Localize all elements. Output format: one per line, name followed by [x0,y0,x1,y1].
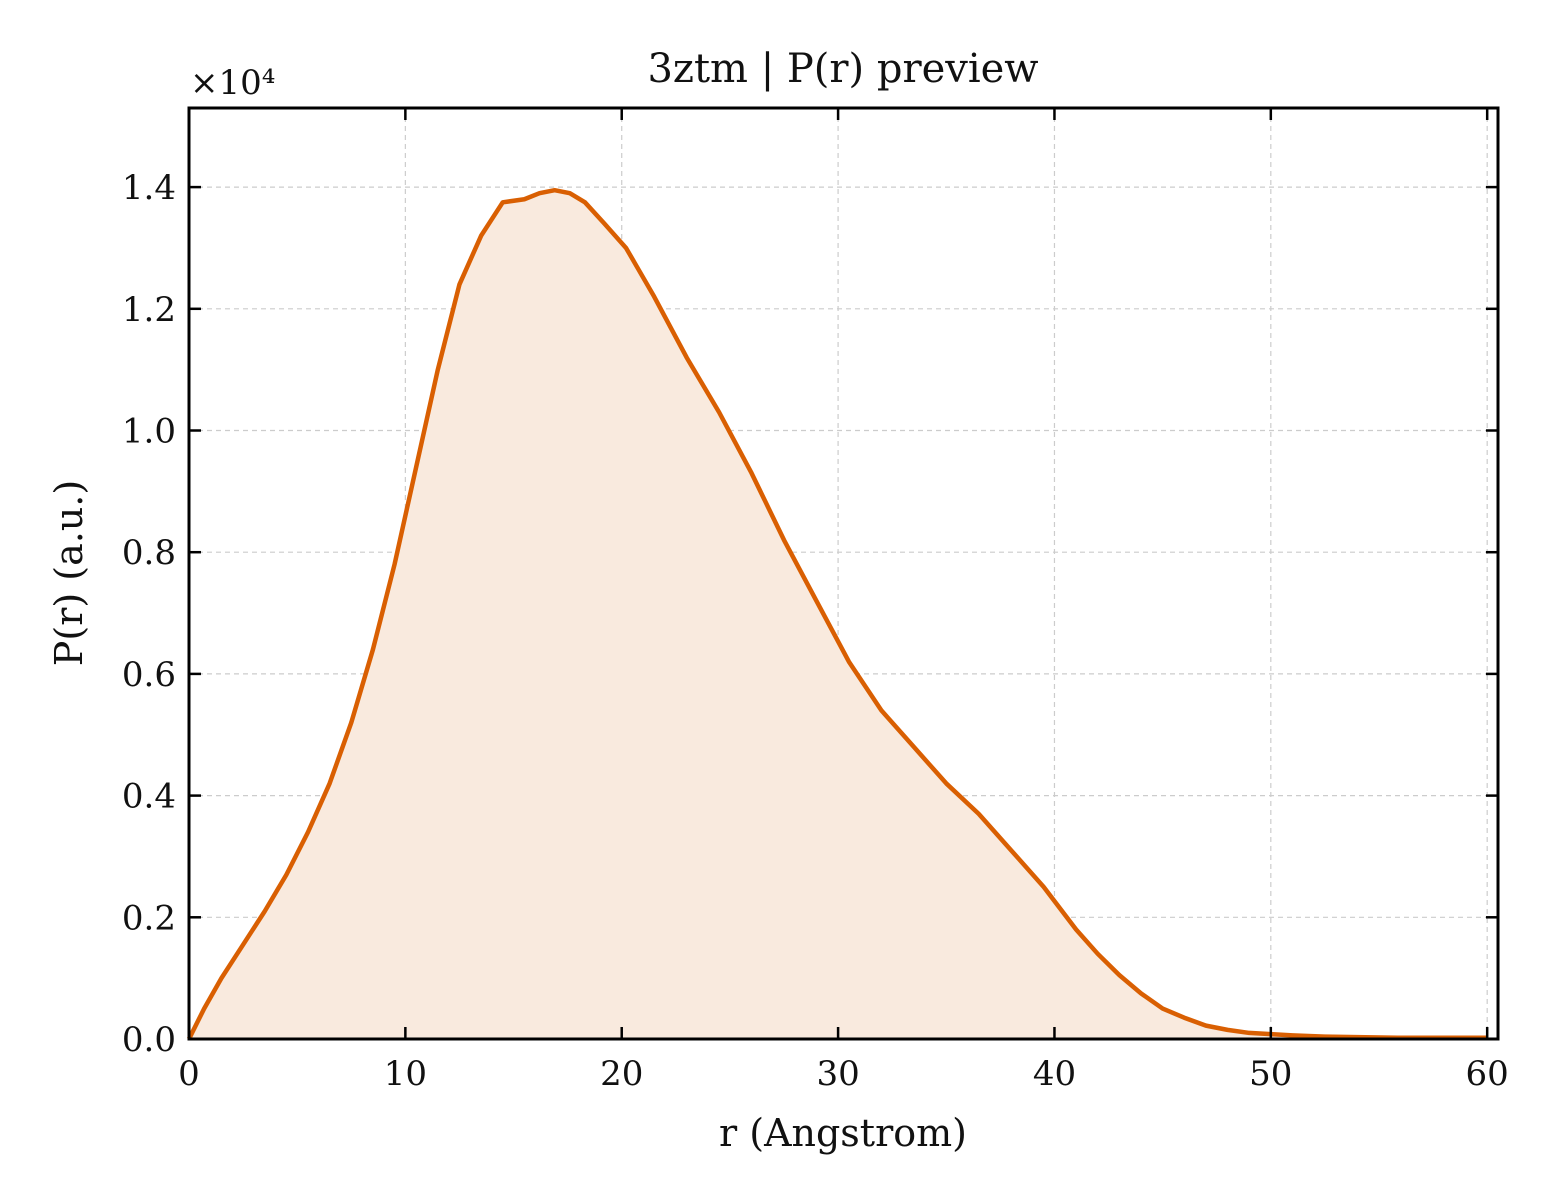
x-tick-label: 20 [600,1054,643,1094]
pr-area-fill [189,190,1488,1039]
y-axis-ticks: 0.0 0.2 0.4 0.6 0.8 1.0 1.2 1.4 [122,168,1498,1060]
y-tick-label: 1.0 [122,412,176,452]
y-axis-multiplier: ×10⁴ [190,63,275,103]
x-tick-label: 50 [1249,1054,1292,1094]
x-tick-label: 0 [178,1054,200,1094]
x-tick-label: 30 [816,1054,859,1094]
y-tick-label: 1.2 [122,290,176,330]
y-tick-label: 0.0 [122,1020,176,1060]
y-tick-label: 0.6 [122,655,176,695]
x-axis-ticks: 0 10 20 30 40 50 60 [178,108,1509,1094]
x-axis-label: r (Angstrom) [719,1111,967,1155]
y-tick-label: 0.2 [122,898,176,938]
x-tick-label: 10 [384,1054,427,1094]
y-tick-label: 0.8 [122,533,176,573]
pr-line [186,187,1488,1041]
y-tick-label: 1.4 [122,168,176,208]
plot-frame [187,106,1500,1041]
x-tick-label: 40 [1033,1054,1076,1094]
x-tick-label: 60 [1466,1054,1509,1094]
chart-title: 3ztm | P(r) preview [647,46,1038,92]
y-axis-label: P(r) (a.u.) [47,480,91,666]
y-tick-label: 0.4 [122,777,176,817]
